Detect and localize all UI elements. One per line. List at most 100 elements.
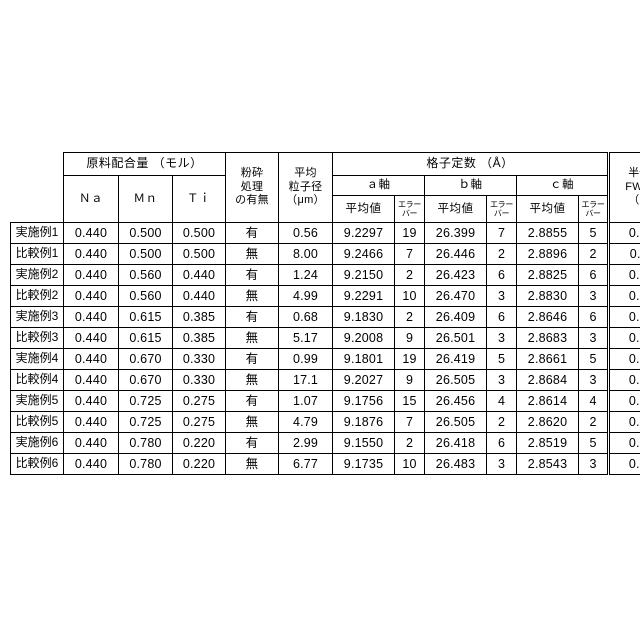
cell-a-mean: 9.2291 [332, 285, 396, 307]
cell-a-error: 2 [394, 306, 426, 328]
cell-pulverization: 無 [225, 369, 280, 391]
row-label: 実施例3 [10, 306, 64, 328]
cell-particle-size: 17.1 [278, 369, 334, 391]
cell-mn: 0.560 [118, 264, 173, 286]
cell-mn: 0.615 [118, 306, 173, 328]
header-fwhm-line-2: FWHMz [610, 181, 640, 195]
cell-b-error: 6 [486, 306, 518, 328]
cell-fwhm: 0.111 [607, 243, 640, 265]
cell-fwhm: 0.620 [607, 222, 640, 244]
cell-c-mean: 2.8684 [516, 369, 580, 391]
cell-mn: 0.725 [118, 411, 173, 433]
cell-fwhm: 0.174 [607, 327, 640, 349]
cell-b-mean: 26.470 [424, 285, 488, 307]
cell-particle-size: 4.79 [278, 411, 334, 433]
cell-c-mean: 2.8855 [516, 222, 580, 244]
cell-fwhm: 0.500 [607, 432, 640, 454]
header-pulverization-treatment: 粉砕 処理 の有無 [225, 152, 280, 223]
table-row: 実施例3 0.440 0.615 0.385 有 0.68 9.1830 2 26.409 6 2.… [10, 306, 640, 328]
cell-ti: 0.220 [171, 432, 227, 454]
header-a-error-bar: エラー バー [394, 195, 426, 223]
cell-na: 0.440 [63, 390, 119, 412]
cell-pulverization: 有 [225, 348, 280, 370]
cell-particle-size: 5.17 [278, 327, 334, 349]
cell-c-error: 3 [578, 327, 610, 349]
row-label: 比較例5 [10, 411, 64, 433]
cell-pulverization: 無 [225, 285, 280, 307]
cell-fwhm: 0.480 [607, 306, 640, 328]
table-row: 比較例5 0.440 0.725 0.275 無 4.79 9.1876 7 26.505 2 2.… [10, 411, 640, 433]
patent-data-table: 原料配合量 （モル） 粉砕 処理 の有無 平均 粒子径 （μm） 格子定数 （Å… [10, 152, 640, 475]
header-pulverization-line-2: 処理 [240, 180, 264, 193]
table-row: 実施例6 0.440 0.780 0.220 有 2.99 9.1550 2 26.418 6 2.… [10, 432, 640, 454]
row-label: 実施例2 [10, 264, 64, 286]
row-label: 比較例4 [10, 369, 64, 391]
table-row: 実施例5 0.440 0.725 0.275 有 1.07 9.1756 15 26.456 4 2… [10, 390, 640, 412]
table-header: 原料配合量 （モル） 粉砕 処理 の有無 平均 粒子径 （μm） 格子定数 （Å… [10, 152, 640, 223]
cell-na: 0.440 [63, 348, 119, 370]
cell-b-mean: 26.505 [424, 411, 488, 433]
cell-fwhm: 0.206 [607, 390, 640, 412]
cell-b-error: 6 [486, 432, 518, 454]
cell-c-mean: 2.8661 [516, 348, 580, 370]
cell-pulverization: 有 [225, 264, 280, 286]
table-row: 実施例1 0.440 0.500 0.500 有 0.56 9.2297 19 26.399 7 2… [10, 222, 640, 244]
cell-pulverization: 有 [225, 432, 280, 454]
cell-na: 0.440 [63, 453, 119, 475]
cell-pulverization: 有 [225, 390, 280, 412]
cell-c-error: 3 [578, 369, 610, 391]
cell-c-error: 5 [578, 348, 610, 370]
cell-mn: 0.500 [118, 222, 173, 244]
cell-particle-size: 8.00 [278, 243, 334, 265]
cell-a-mean: 9.1756 [332, 390, 396, 412]
cell-a-mean: 9.1550 [332, 432, 396, 454]
table-row: 比較例2 0.440 0.560 0.440 無 4.99 9.2291 10 26.470 3 2… [10, 285, 640, 307]
row-label: 実施例4 [10, 348, 64, 370]
header-particle-line-1: 平均 [294, 167, 317, 180]
row-label: 比較例6 [10, 453, 64, 475]
cell-b-error: 2 [486, 411, 518, 433]
cell-c-error: 6 [578, 264, 610, 286]
cell-fwhm: 0.120 [607, 285, 640, 307]
row-label: 比較例3 [10, 327, 64, 349]
cell-particle-size: 0.56 [278, 222, 334, 244]
cell-a-error: 10 [394, 285, 426, 307]
cell-c-mean: 2.8825 [516, 264, 580, 286]
cell-na: 0.440 [63, 327, 119, 349]
cell-fwhm: 0.400 [607, 348, 640, 370]
cell-mn: 0.780 [118, 432, 173, 454]
cell-a-mean: 9.1876 [332, 411, 396, 433]
cell-a-error: 9 [394, 369, 426, 391]
header-particle-line-3: （μm） [286, 194, 325, 207]
cell-particle-size: 6.77 [278, 453, 334, 475]
cell-ti: 0.440 [171, 264, 227, 286]
cell-fwhm: 0.141 [607, 411, 640, 433]
cell-a-mean: 9.1801 [332, 348, 396, 370]
cell-c-error: 6 [578, 306, 610, 328]
row-label: 実施例6 [10, 432, 64, 454]
cell-a-error: 19 [394, 222, 426, 244]
row-label: 実施例1 [10, 222, 64, 244]
table-row: 実施例4 0.440 0.670 0.330 有 0.99 9.1801 19 26.419 5 2… [10, 348, 640, 370]
cell-na: 0.440 [63, 432, 119, 454]
cell-mn: 0.500 [118, 243, 173, 265]
cell-na: 0.440 [63, 306, 119, 328]
cell-a-mean: 9.2466 [332, 243, 396, 265]
cell-c-error: 5 [578, 222, 610, 244]
cell-b-error: 3 [486, 453, 518, 475]
cell-c-mean: 2.8896 [516, 243, 580, 265]
table-row: 実施例2 0.440 0.560 0.440 有 1.24 9.2150 2 26.423 6 2.… [10, 264, 640, 286]
header-pulverization-line-3: の有無 [235, 194, 269, 207]
cell-mn: 0.780 [118, 453, 173, 475]
cell-a-error: 7 [394, 411, 426, 433]
header-c-error-line-1: エラー [581, 199, 605, 209]
cell-a-error: 2 [394, 264, 426, 286]
cell-mn: 0.670 [118, 369, 173, 391]
cell-na: 0.440 [63, 222, 119, 244]
header-axis-c: ｃ軸 [516, 175, 610, 196]
cell-b-mean: 26.505 [424, 369, 488, 391]
cell-c-mean: 2.8543 [516, 453, 580, 475]
cell-b-mean: 26.418 [424, 432, 488, 454]
cell-na: 0.440 [63, 264, 119, 286]
